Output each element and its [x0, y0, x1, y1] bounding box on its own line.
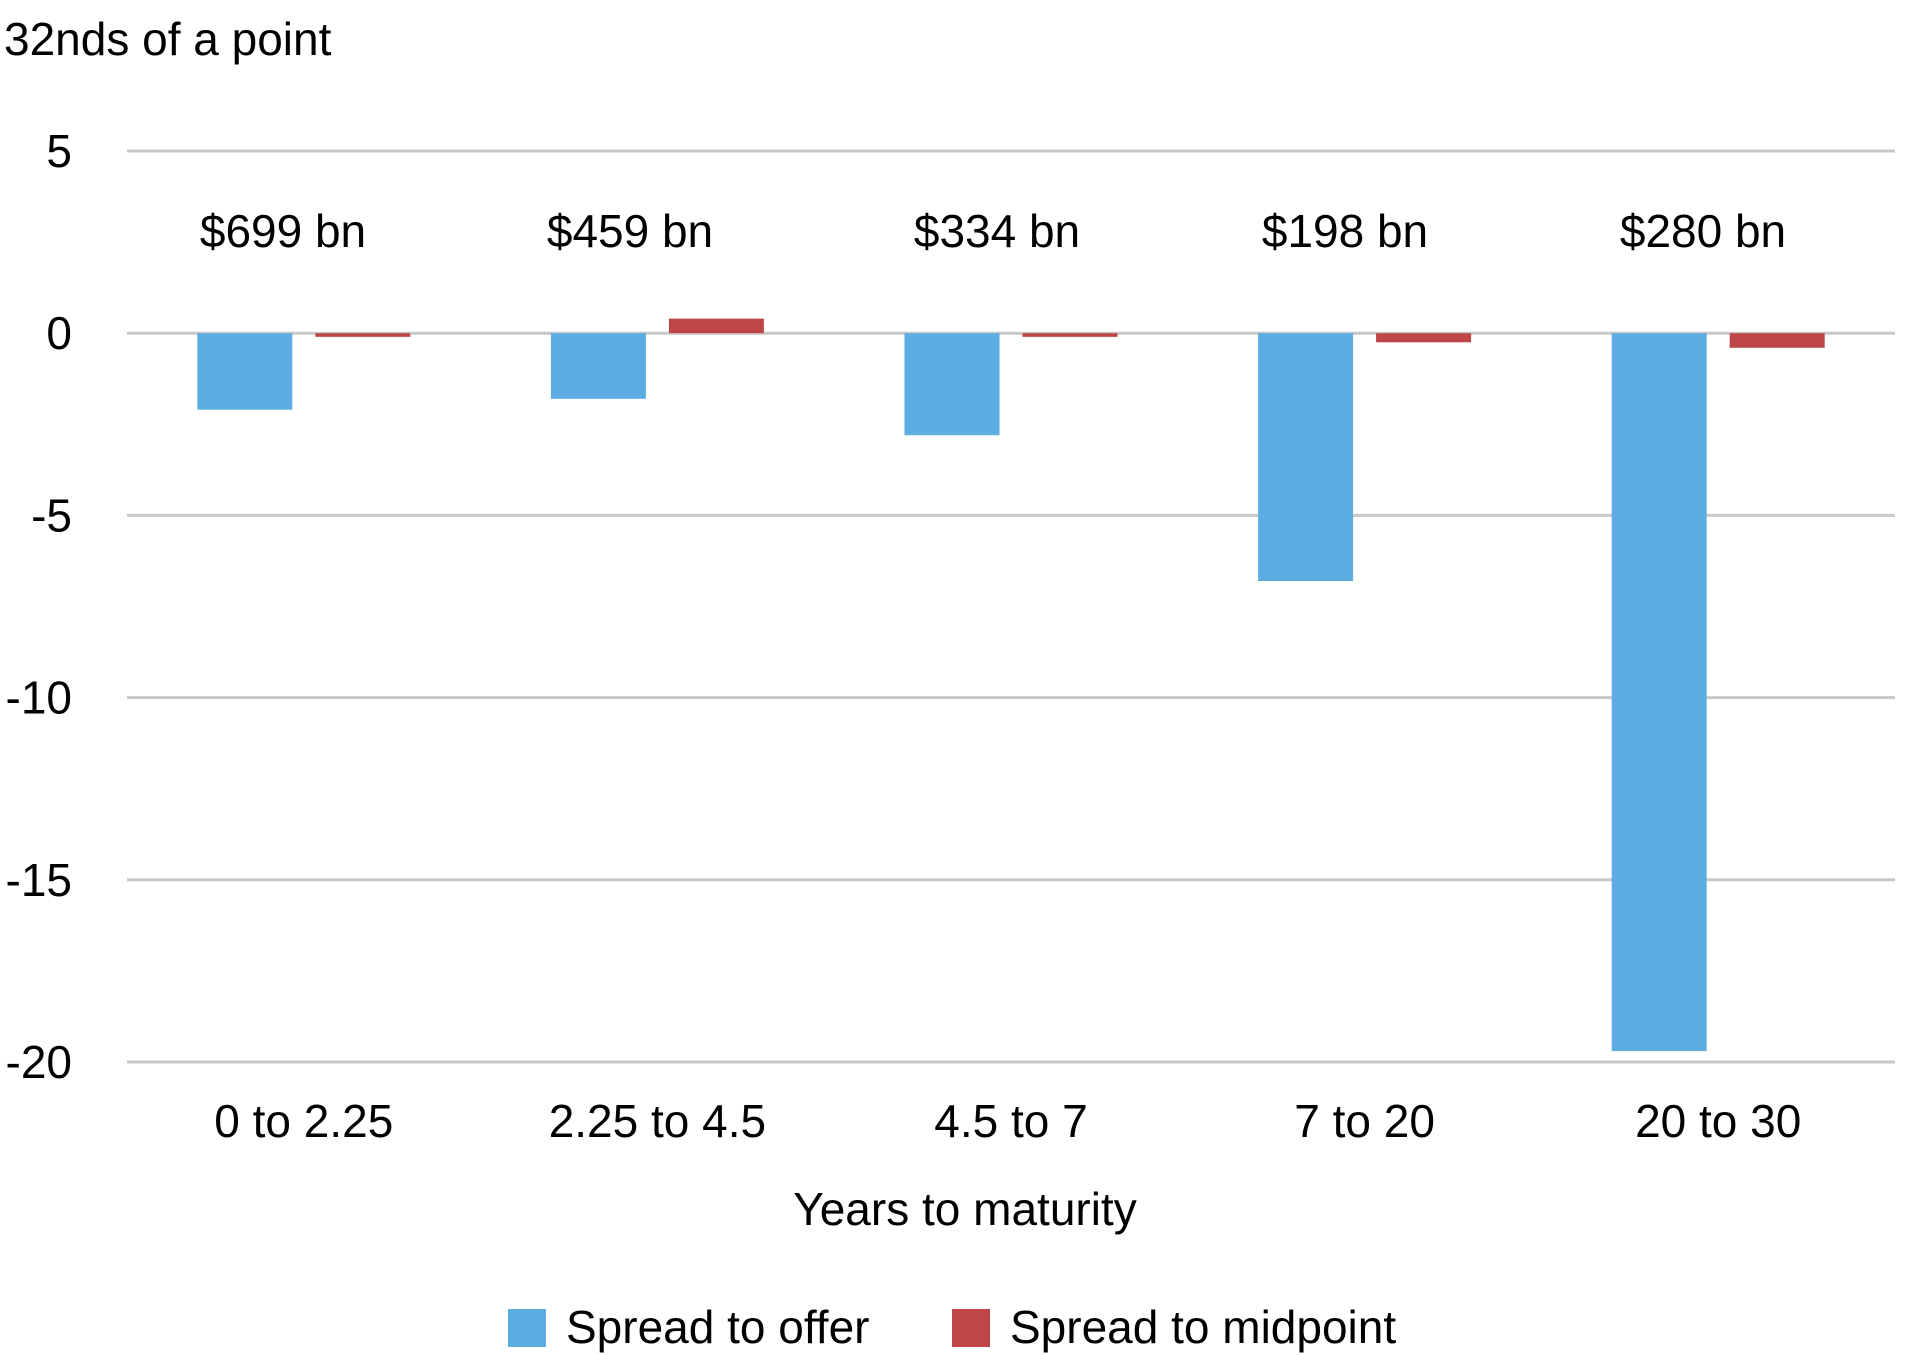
volume-annotation: $699 bn [200, 205, 366, 257]
x-tick-label: 4.5 to 7 [934, 1095, 1087, 1147]
legend-label: Spread to midpoint [1010, 1301, 1396, 1353]
x-axis-title: Years to maturity [793, 1183, 1136, 1235]
bar-spread-to-midpoint [1729, 333, 1825, 348]
volume-annotation: $198 bn [1262, 205, 1428, 257]
bar-spread-to-offer [904, 333, 1000, 436]
legend-swatch [952, 1309, 990, 1347]
y-tick-label: -20 [6, 1036, 72, 1088]
x-tick-label: 0 to 2.25 [214, 1095, 393, 1147]
bar-spread-to-midpoint [1022, 333, 1118, 337]
y-tick-label: -15 [6, 854, 72, 906]
volume-annotation: $280 bn [1620, 205, 1786, 257]
gridlines [127, 149, 1895, 1064]
legend-item-spread-to-midpoint: Spread to midpoint [952, 1301, 1396, 1353]
y-tick-labels: 5 0 -5 -10 -15 -20 [6, 125, 72, 1088]
legend-item-spread-to-offer: Spread to offer [508, 1301, 869, 1353]
volume-annotations: $699 bn $459 bn $334 bn $198 bn $280 bn [200, 205, 1786, 257]
y-axis-title: 32nds of a point [4, 13, 332, 65]
legend-label: Spread to offer [566, 1301, 869, 1353]
x-tick-label: 20 to 30 [1635, 1095, 1801, 1147]
x-tick-label: 2.25 to 4.5 [549, 1095, 766, 1147]
y-tick-label: -5 [31, 489, 72, 541]
y-tick-label: -10 [6, 672, 72, 724]
legend: Spread to offer Spread to midpoint [508, 1301, 1396, 1353]
bar-spread-to-offer [1258, 333, 1354, 581]
y-tick-label: 0 [46, 307, 72, 359]
bar-spread-to-midpoint [315, 333, 411, 337]
y-tick-label: 5 [46, 125, 72, 177]
volume-annotation: $459 bn [547, 205, 713, 257]
volume-annotation: $334 bn [914, 205, 1080, 257]
bars [197, 318, 1825, 1052]
x-tick-labels: 0 to 2.25 2.25 to 4.5 4.5 to 7 7 to 20 20 to… [214, 1095, 1801, 1147]
legend-swatch [508, 1309, 546, 1347]
x-tick-label: 7 to 20 [1294, 1095, 1435, 1147]
bar-spread-to-offer [1611, 333, 1707, 1052]
bar-spread-to-midpoint [668, 318, 764, 334]
bar-spread-to-offer [197, 333, 293, 410]
bar-spread-to-offer [550, 333, 646, 399]
bar-spread-to-midpoint [1376, 333, 1472, 343]
